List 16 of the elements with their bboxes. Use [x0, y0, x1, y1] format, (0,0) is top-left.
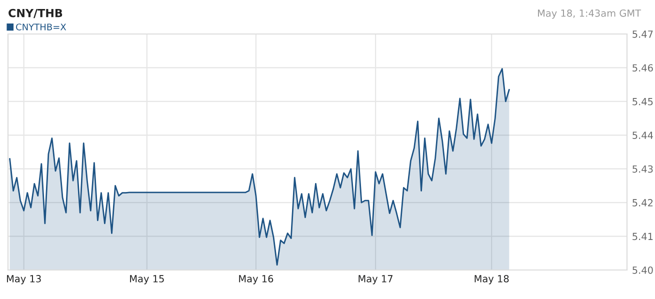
x-tick-label: May 13: [7, 275, 41, 284]
y-tick-label: 5.42: [632, 199, 653, 206]
y-tick-label: 5.47: [632, 30, 653, 38]
y-tick-label: 5.46: [632, 64, 653, 72]
x-tick-label: May 16: [239, 275, 274, 284]
x-tick-label: May 17: [358, 275, 392, 284]
y-tick-label: 5.40: [632, 266, 653, 274]
chart-title: CNY/THB: [8, 8, 62, 18]
text: May 18, 1:43am GMT: [538, 9, 642, 19]
y-tick-label: 5.41: [632, 232, 653, 240]
y-tick-label: 5.44: [632, 132, 653, 139]
legend-label: CNYTHB=X: [16, 24, 66, 30]
x-tick-label: May 15: [130, 275, 164, 284]
x-tick-label: May 18: [474, 275, 509, 284]
y-tick-label: 5.43: [632, 165, 653, 173]
y-tick-label: 5.45: [632, 98, 653, 106]
